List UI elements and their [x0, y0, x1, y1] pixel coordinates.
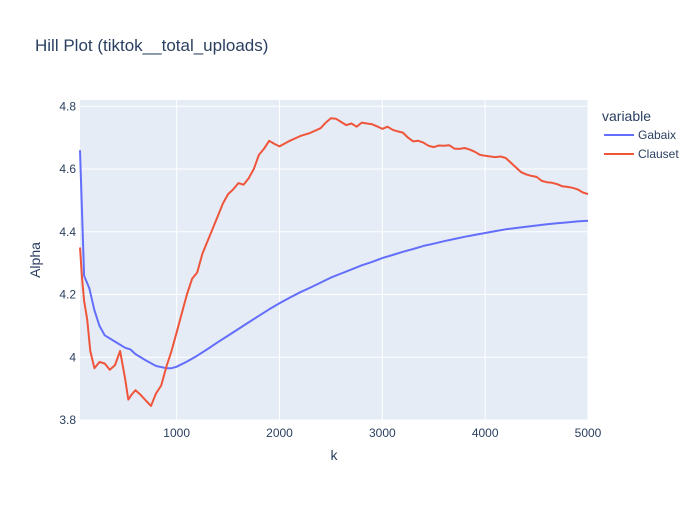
- y-tick-label: 4: [69, 350, 76, 364]
- series-lines: [79, 117, 589, 407]
- legend: variable Gabaix Clauset: [602, 108, 679, 161]
- legend-item-clauset[interactable]: Clauset: [604, 147, 679, 161]
- series-line-gabaix: [79, 150, 589, 370]
- x-tick-label: 4000: [472, 426, 499, 440]
- legend-title: variable: [602, 108, 651, 124]
- x-tick-label: 5000: [575, 426, 602, 440]
- x-axis-label: k: [331, 447, 339, 463]
- legend-label: Gabaix: [638, 128, 676, 142]
- x-tick-label: 1000: [163, 426, 190, 440]
- y-tick-label: 4.8: [59, 99, 76, 113]
- y-tick-label: 4.2: [59, 288, 76, 302]
- plot-area: [80, 100, 588, 420]
- series-line-clauset: [79, 117, 589, 407]
- y-tick-label: 3.8: [59, 413, 76, 427]
- legend-item-gabaix[interactable]: Gabaix: [604, 128, 676, 142]
- chart-title: Hill Plot (tiktok__total_uploads): [35, 36, 268, 55]
- x-tick-label: 2000: [266, 426, 293, 440]
- y-tick-label: 4.6: [59, 162, 76, 176]
- legend-label: Clauset: [638, 147, 679, 161]
- y-axis-ticks: 3.8 4 4.2 4.4 4.6 4.8: [59, 99, 76, 427]
- x-axis-ticks: 1000 2000 3000 4000 5000: [163, 426, 601, 440]
- grid-lines: [80, 100, 589, 421]
- x-tick-label: 3000: [369, 426, 396, 440]
- y-tick-label: 4.4: [59, 225, 76, 239]
- y-axis-label: Alpha: [27, 242, 43, 278]
- legend-items: Gabaix Clauset: [604, 128, 679, 161]
